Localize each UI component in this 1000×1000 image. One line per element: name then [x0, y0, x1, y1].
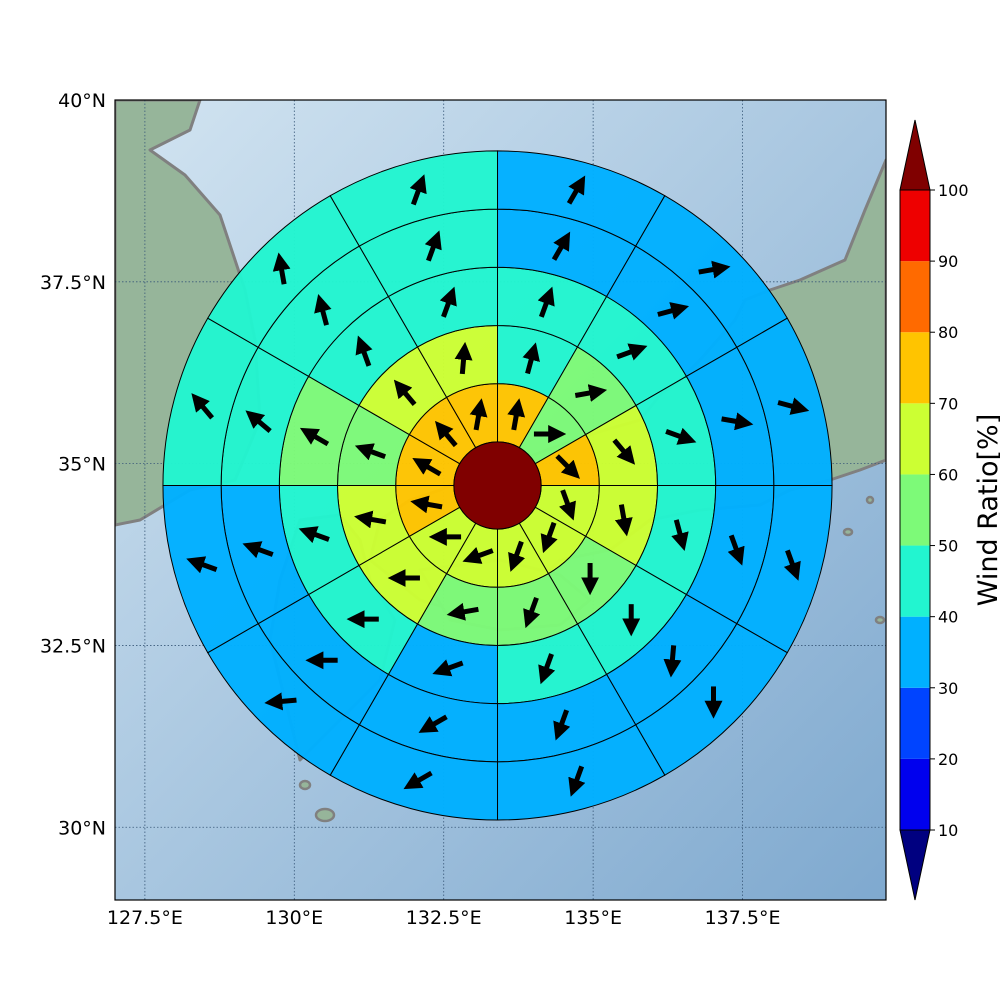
wind-arrow	[245, 410, 272, 434]
colorbar-bin	[900, 687, 930, 759]
lon-tick-label: 127.5°E	[107, 907, 183, 929]
center-disk	[453, 441, 542, 530]
colorbar-bin	[900, 758, 930, 830]
lon-tick-label: 130°E	[265, 907, 323, 929]
colorbar-tick-label: 60	[938, 465, 958, 484]
colorbar-tick-label: 40	[938, 608, 958, 627]
wind-arrow	[418, 714, 448, 733]
wind-arrow	[434, 420, 458, 448]
wind-arrow	[665, 427, 697, 445]
wind-rose	[162, 150, 833, 821]
wind-arrow	[551, 231, 571, 261]
wind-arrow	[432, 659, 464, 677]
lat-tick-label: 35°N	[58, 454, 106, 476]
colorbar-tick-label: 90	[938, 252, 958, 271]
map-frame	[114, 99, 887, 901]
wind-arrow	[568, 765, 586, 797]
colorbar-bin	[900, 261, 930, 333]
colorbar-bin	[900, 190, 930, 262]
lon-tick-label: 137.5°E	[705, 907, 781, 929]
wind-arrow	[538, 653, 556, 685]
wind-arrow	[559, 489, 576, 521]
wind-arrow	[777, 397, 810, 415]
wind-arrow	[354, 510, 387, 529]
wind-arrow	[355, 335, 373, 367]
wind-arrow	[186, 556, 218, 574]
island	[314, 807, 336, 823]
colorbar-bin	[900, 403, 930, 475]
wind-arrow	[403, 770, 433, 790]
wind-arrow	[264, 692, 297, 711]
wind-arrow	[727, 534, 745, 566]
wind-arrow	[657, 302, 690, 320]
wind-arrow	[553, 709, 571, 741]
colorbar-tick-label: 100	[938, 181, 969, 200]
wind-arrow	[783, 549, 801, 581]
wind-arrow	[242, 541, 274, 559]
colorbar-outline	[899, 189, 931, 831]
wind-arrow	[522, 342, 540, 375]
lon-tick-label: 132.5°E	[406, 907, 482, 929]
wind-arrow	[523, 596, 541, 629]
wind-arrow	[272, 252, 291, 285]
wind-arrow	[616, 343, 648, 361]
wind-arrow	[698, 260, 731, 279]
wind-arrow	[507, 398, 526, 431]
wind-arrow	[299, 427, 330, 447]
island	[298, 779, 312, 791]
colorbar-over-extension	[899, 119, 931, 191]
wind-arrow	[614, 504, 633, 537]
lat-tick-label: 37.5°N	[40, 272, 106, 294]
wind-arrow	[462, 546, 494, 564]
colorbar-tick-label: 30	[938, 679, 958, 698]
lat-tick-label: 30°N	[58, 817, 106, 839]
colorbar-tick-label: 50	[938, 537, 958, 556]
wind-arrow	[574, 384, 608, 402]
wind-arrow	[721, 412, 754, 431]
colorbar-tick-label: 10	[938, 821, 958, 840]
lat-tick-label: 40°N	[58, 90, 106, 112]
wind-arrow	[454, 341, 473, 375]
colorbar-tick-label: 80	[938, 323, 958, 342]
colorbar-label: Wind Ratio[%]	[973, 414, 1000, 606]
wind-arrow	[612, 438, 636, 465]
wind-arrow	[393, 379, 417, 406]
wind-arrow	[424, 230, 442, 262]
colorbar-tick-label: 70	[938, 394, 958, 413]
wind-arrow	[566, 175, 586, 205]
lat-tick-label: 32.5°N	[40, 635, 106, 657]
wind-arrow	[354, 443, 387, 461]
colorbar: 10 20 30 40 50 60 70 80 90 100	[899, 119, 969, 901]
wind-arrow	[671, 519, 689, 552]
island	[842, 527, 854, 537]
wind-arrow	[191, 393, 215, 420]
island	[865, 495, 875, 505]
wind-arrow	[409, 174, 427, 206]
colorbar-bin	[900, 332, 930, 404]
wind-arrow	[537, 286, 555, 318]
wind-arrow	[314, 293, 332, 326]
wind-arrow	[540, 521, 558, 554]
wind-arrow	[446, 602, 479, 621]
colorbar-bin	[900, 474, 930, 546]
longitude-tick-labels: 127.5°E 130°E 132.5°E 135°E 137.5°E	[107, 907, 781, 929]
colorbar-tick-label: 20	[938, 750, 958, 769]
wind-arrow	[663, 645, 682, 678]
colorbar-under-extension	[899, 829, 931, 901]
wind-arrow	[412, 458, 442, 477]
latitude-tick-labels: 40°N 37.5°N 35°N 32.5°N 30°N	[40, 90, 106, 839]
lon-tick-label: 135°E	[564, 907, 622, 929]
wind-arrow	[439, 286, 457, 318]
wind-arrow	[508, 540, 526, 572]
map-panel	[114, 99, 887, 901]
wind-arrow	[555, 454, 580, 479]
wind-arrow	[469, 398, 488, 431]
colorbar-bin	[900, 545, 930, 617]
wind-arrow	[298, 526, 330, 544]
colorbar-bin	[900, 616, 930, 688]
wind-arrow	[410, 495, 443, 514]
island	[874, 615, 886, 625]
